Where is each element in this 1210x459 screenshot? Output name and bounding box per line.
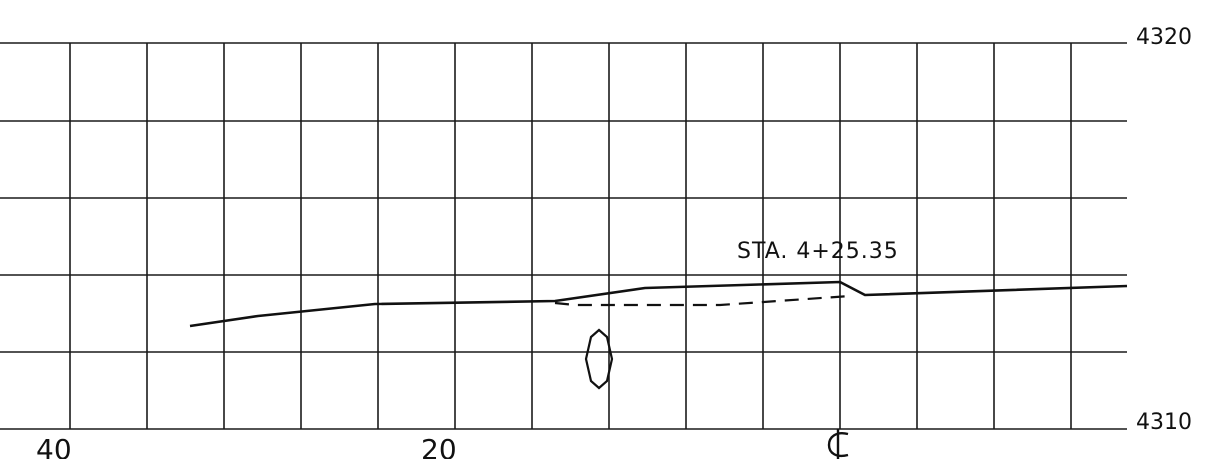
offset-label-40: 40 xyxy=(36,433,72,459)
elevation-label-bottom: 4310 xyxy=(1136,410,1192,435)
centerline-icon xyxy=(827,429,849,459)
grid xyxy=(0,42,1127,430)
existing-ground-profile xyxy=(189,280,1128,328)
station-label: STA. 4+25.35 xyxy=(737,239,899,264)
pipe-section-symbol xyxy=(584,328,614,390)
proposed-grade-profile xyxy=(554,294,851,307)
elevation-label-top: 4320 xyxy=(1136,25,1192,50)
offset-label-20: 20 xyxy=(421,433,457,459)
